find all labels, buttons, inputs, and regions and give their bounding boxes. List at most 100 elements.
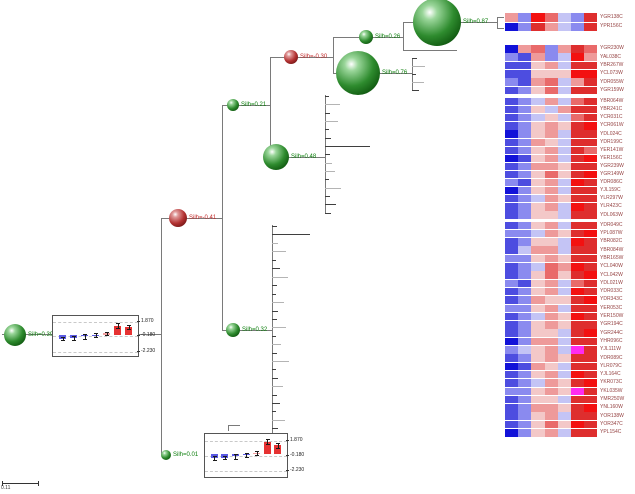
heatmap-cell xyxy=(505,154,519,162)
leaf-branch xyxy=(272,234,310,235)
heatmap-cell xyxy=(557,420,571,429)
heatmap-cell xyxy=(531,420,545,429)
heatmap-cell xyxy=(584,321,598,329)
heatmap-cell xyxy=(557,304,571,312)
heatmap-cell xyxy=(531,98,545,106)
heatmap-cell xyxy=(544,412,558,420)
gene-label: YBR165W xyxy=(600,254,624,261)
heatmap-cell xyxy=(531,354,545,362)
heatmap-cell xyxy=(518,287,532,296)
axis-tick xyxy=(286,469,289,471)
heatmap-cell xyxy=(544,271,558,279)
heatmap-cell xyxy=(544,346,558,354)
heatmap-cell xyxy=(557,114,571,122)
heatmap-cell xyxy=(571,362,585,371)
heatmap-cell xyxy=(557,246,571,254)
heatmap-cell xyxy=(531,321,545,329)
tree-branch xyxy=(497,17,498,28)
heatmap-cell xyxy=(571,379,585,387)
heatmap-cell xyxy=(531,106,545,114)
heatmap-cell xyxy=(505,78,519,86)
heatmap-cell xyxy=(557,170,571,179)
gene-label: YDR055W xyxy=(600,78,624,85)
heatmap-cell xyxy=(518,170,532,179)
gene-label: YLR297W xyxy=(600,195,623,202)
axis-tick xyxy=(286,454,289,456)
gene-label: YGR194C xyxy=(600,321,623,328)
heatmap-cell xyxy=(557,379,571,387)
heatmap-cell xyxy=(584,162,598,171)
heatmap-cell xyxy=(531,13,545,22)
silhouette-node-sphere[interactable] xyxy=(169,209,187,227)
gene-label: YBR267W xyxy=(600,61,624,68)
error-bar xyxy=(105,331,109,333)
heatmap-cell xyxy=(518,221,532,229)
silhouette-node-sphere[interactable] xyxy=(161,450,171,460)
silhouette-node-sphere[interactable] xyxy=(359,30,373,44)
heatmap-cell xyxy=(584,221,598,229)
silhouette-node-sphere[interactable] xyxy=(4,324,26,346)
heatmap-cell xyxy=(505,162,519,171)
heatmap-cell xyxy=(544,337,558,346)
heatmap-cell xyxy=(557,263,571,271)
silhouette-node-sphere[interactable] xyxy=(226,323,240,337)
heatmap-cell xyxy=(571,78,585,86)
leaf-branch xyxy=(325,213,331,214)
axis-tick-label: -2.230 xyxy=(141,347,156,354)
leaf-branch xyxy=(325,179,329,180)
heatmap-cell xyxy=(505,304,519,312)
profile-bar xyxy=(114,325,121,335)
heatmap-cell xyxy=(544,170,558,179)
heatmap-cell xyxy=(544,122,558,130)
heatmap-cell xyxy=(505,170,519,179)
leaf-branch xyxy=(272,336,276,337)
silhouette-node-sphere[interactable] xyxy=(284,50,298,64)
gene-label: YGR244C xyxy=(600,329,623,336)
heatmap-cell xyxy=(505,98,519,106)
profile-bar xyxy=(125,327,132,335)
heatmap-cell xyxy=(544,362,558,371)
leaf-branch xyxy=(272,260,276,261)
silhouette-node-sphere[interactable] xyxy=(413,0,461,46)
heatmap-cell xyxy=(571,179,585,187)
heatmap-cell xyxy=(518,379,532,387)
silhouette-node-label: Silh=0.21 xyxy=(241,101,267,108)
error-bar xyxy=(83,338,87,340)
chart-gridline xyxy=(53,351,138,353)
heatmap-cell xyxy=(518,98,532,106)
heatmap-cell xyxy=(557,337,571,346)
silhouette-node-sphere[interactable] xyxy=(227,99,239,111)
heatmap-cell xyxy=(505,61,519,70)
heatmap-cell xyxy=(584,203,598,211)
heatmap-cell xyxy=(571,238,585,246)
heatmap-cell xyxy=(584,337,598,346)
heatmap-cell xyxy=(518,106,532,114)
error-bar xyxy=(128,325,130,330)
heatmap-cell xyxy=(557,130,571,138)
error-bar xyxy=(212,456,217,458)
heatmap-cell xyxy=(544,13,558,22)
heatmap-cell xyxy=(584,354,598,362)
leaf-branch xyxy=(272,403,280,404)
silhouette-node-sphere[interactable] xyxy=(336,51,380,95)
heatmap-cell xyxy=(518,329,532,337)
heatmap-cell xyxy=(557,221,571,229)
heatmap-cell xyxy=(584,312,598,321)
silhouette-node-label: Silh=0.87 xyxy=(463,18,489,25)
heatmap-cell xyxy=(557,279,571,288)
heatmap-cell xyxy=(544,211,558,219)
error-bar xyxy=(94,333,98,335)
heatmap-cell xyxy=(505,195,519,203)
heatmap-cell xyxy=(571,86,585,95)
heatmap-cell xyxy=(505,346,519,354)
gene-label: YKR073C xyxy=(600,379,623,386)
heatmap-cell xyxy=(557,61,571,70)
heatmap-cell xyxy=(531,395,545,404)
heatmap-cell xyxy=(505,287,519,296)
heatmap-cell xyxy=(518,122,532,130)
heatmap-cell xyxy=(557,395,571,404)
heatmap-cell xyxy=(518,279,532,288)
silhouette-node-sphere[interactable] xyxy=(263,144,289,170)
leaf-branch xyxy=(325,204,336,205)
error-bar xyxy=(61,340,65,342)
